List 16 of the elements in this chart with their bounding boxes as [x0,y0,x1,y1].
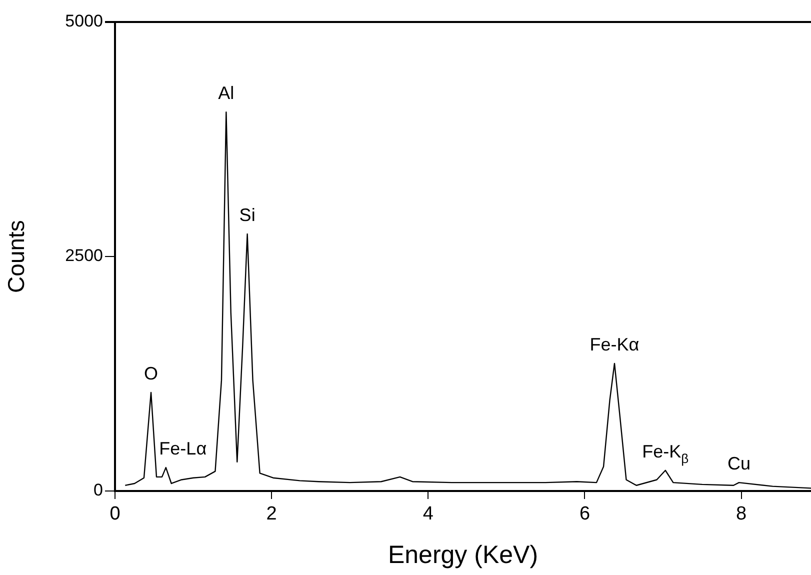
annotation: Fe-Lα [159,438,207,459]
x-tick-label: 0 [110,504,120,525]
y-tick-label: 0 [94,480,103,500]
x-tick-label: 4 [422,504,434,525]
annotation: Si [239,204,256,225]
x-tick-label: 8 [736,504,747,525]
annotation: Al [218,83,234,104]
annotation: Fe-Kα [590,334,640,354]
y-tick-label: 5000 [65,12,103,31]
x-tick-label: 6 [579,504,590,525]
y-tick-label: 2500 [65,246,103,266]
x-tick-label: 2 [266,504,277,525]
y-axis-title: Counts [3,220,30,293]
x-axis-title: Energy (KeV) [388,540,538,569]
annotation: Cu [727,454,750,474]
annotation: O [144,363,158,384]
